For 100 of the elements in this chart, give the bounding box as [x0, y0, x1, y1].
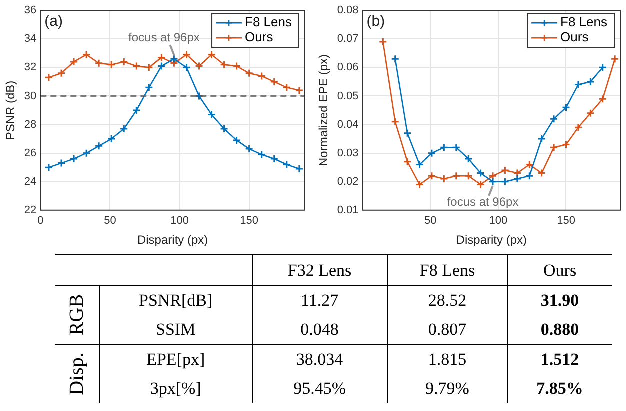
x-tick-label: 100 — [170, 215, 189, 228]
point — [525, 160, 534, 169]
point — [220, 124, 229, 134]
point — [157, 53, 166, 62]
point — [513, 174, 522, 184]
point — [82, 50, 91, 60]
text: 0.048 — [300, 320, 339, 339]
point — [525, 172, 534, 180]
point — [232, 136, 242, 145]
y-axis-title: PSNR (dB) — [4, 80, 18, 140]
category-label: F8 Lens — [387, 254, 508, 286]
point — [94, 59, 104, 68]
point — [208, 50, 216, 60]
point — [550, 114, 558, 124]
text: 9.79% — [426, 379, 470, 398]
x-tick-label: 150 — [240, 215, 259, 228]
point — [562, 140, 570, 149]
text: 0.807 — [428, 320, 467, 339]
category-label: SSIM — [156, 320, 196, 339]
x-tick-label: 100 — [489, 215, 508, 228]
y-tick-label: 24 — [24, 176, 37, 188]
point — [440, 143, 448, 152]
point — [107, 60, 116, 70]
point — [476, 180, 486, 189]
text: 38.034 — [296, 350, 344, 369]
text: 7.85% — [536, 379, 584, 398]
y-tick-label: 0.06 — [337, 62, 359, 74]
point — [94, 142, 104, 150]
y-tick-label: 0.05 — [337, 90, 359, 102]
legend-label: F8 Lens — [245, 14, 292, 30]
point — [270, 78, 279, 86]
point — [208, 110, 216, 120]
point — [107, 134, 116, 144]
y-tick-label: 34 — [24, 33, 37, 46]
point — [220, 60, 229, 70]
x-axis-title: Disparity (px) — [456, 233, 527, 248]
y-tick-label: 28 — [24, 118, 37, 131]
point — [195, 62, 204, 71]
text: 1.512 — [540, 350, 580, 369]
y-tick-label: 36 — [24, 4, 37, 17]
point — [500, 178, 510, 186]
point — [120, 58, 128, 66]
x-tick-label: 150 — [557, 215, 576, 228]
legend-label: Ours — [245, 30, 274, 45]
text: 0.880 — [540, 320, 580, 339]
point — [440, 174, 448, 184]
point — [538, 169, 546, 178]
y-tick-label: 0.08 — [337, 4, 359, 17]
point — [562, 103, 570, 112]
point — [57, 159, 66, 168]
y-tick-label: 26 — [24, 147, 37, 160]
point — [586, 109, 595, 118]
y-tick-label: 32 — [24, 62, 37, 74]
y-tick-label: 0.07 — [337, 33, 359, 46]
point — [182, 63, 191, 72]
text: 1.815 — [428, 350, 467, 369]
point — [538, 134, 546, 144]
point — [282, 83, 292, 92]
category-label: EPE[px] — [146, 350, 206, 369]
point — [57, 69, 66, 78]
y-axis-title: Normalized EPE (px) — [316, 54, 331, 167]
y-tick-label: 0.01 — [337, 204, 359, 216]
point — [144, 83, 154, 92]
point — [170, 54, 178, 64]
point — [488, 178, 498, 186]
point — [258, 150, 266, 159]
x-tick-label: 50 — [424, 215, 437, 228]
legend-label: F8 Lens — [560, 14, 608, 30]
point — [464, 154, 473, 164]
x-tick-label: 50 — [104, 215, 116, 228]
point — [416, 180, 424, 189]
point — [452, 172, 461, 180]
point — [586, 78, 595, 86]
point — [391, 118, 400, 126]
annotation: focus at 96px — [447, 195, 519, 210]
legend-label: Ours — [560, 30, 590, 45]
text: 11.27 — [300, 291, 339, 310]
annotation: (b) — [366, 13, 386, 30]
text: 31.90 — [540, 291, 580, 310]
y-tick-label: 0.04 — [337, 118, 359, 131]
point — [513, 169, 522, 178]
point — [120, 124, 128, 134]
point — [416, 160, 424, 169]
point — [70, 58, 78, 66]
x-tick-label: 0 — [38, 215, 44, 228]
point — [488, 172, 498, 180]
point — [232, 62, 242, 71]
point — [476, 169, 486, 178]
point — [132, 62, 141, 71]
point — [428, 172, 436, 180]
point — [70, 154, 78, 164]
point — [132, 106, 141, 115]
y-tick-label: 22 — [24, 204, 37, 216]
category-label: F32 Lens — [252, 254, 388, 286]
annotation: focus at 96px — [128, 30, 200, 44]
point — [245, 144, 254, 154]
point — [500, 166, 510, 175]
text: 95.45% — [294, 379, 346, 398]
point — [428, 149, 436, 158]
point — [258, 72, 266, 80]
